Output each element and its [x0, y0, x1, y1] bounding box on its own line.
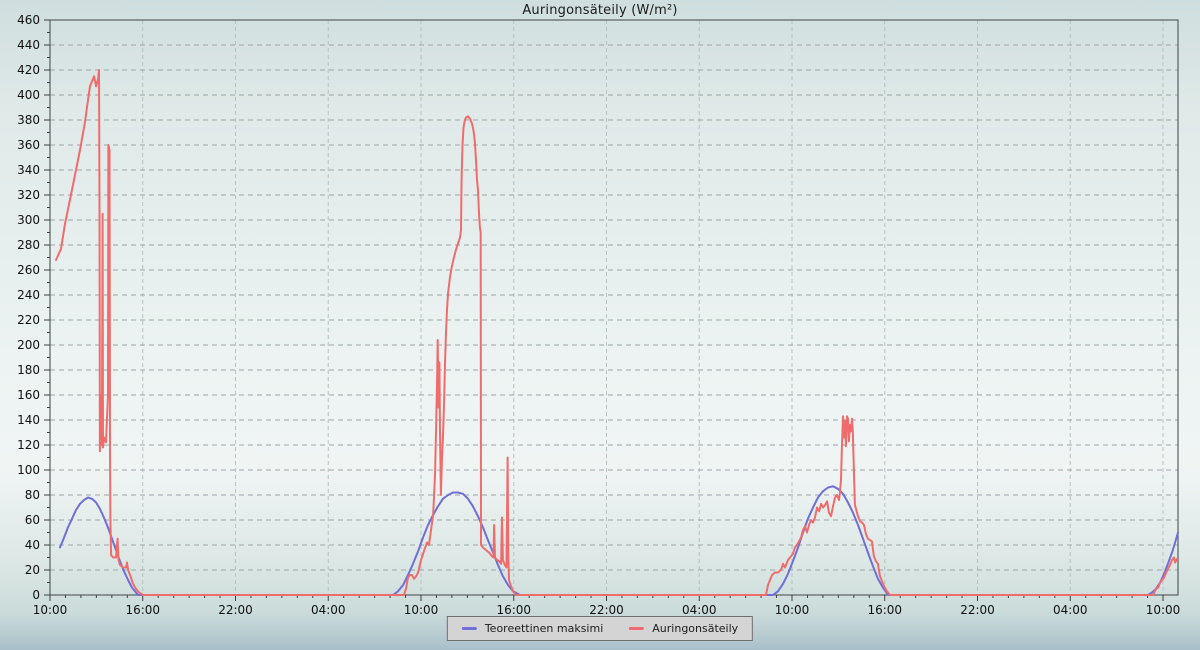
svg-text:04:00: 04:00	[1053, 603, 1088, 617]
svg-text:40: 40	[25, 538, 40, 552]
svg-text:200: 200	[17, 338, 40, 352]
svg-text:120: 120	[17, 438, 40, 452]
legend-label-auringonsateily: Auringonsäteily	[652, 622, 739, 635]
legend-item-teoreettinen-maksimi: Teoreettinen maksimi	[461, 622, 604, 635]
svg-text:10:00: 10:00	[404, 603, 439, 617]
x-axis-labels: 10:00 16:00 22:00 04:00 10:00 16:00 22:00 04:00…	[33, 603, 1181, 617]
legend-item-auringonsateily: Auringonsäteily	[629, 622, 738, 635]
svg-text:360: 360	[17, 138, 40, 152]
svg-text:300: 300	[17, 213, 40, 227]
svg-text:22:00: 22:00	[218, 603, 253, 617]
svg-text:22:00: 22:00	[589, 603, 624, 617]
series-teoreettinen-maksimi-line	[59, 485, 1179, 596]
svg-text:280: 280	[17, 238, 40, 252]
svg-text:80: 80	[25, 488, 40, 502]
svg-text:04:00: 04:00	[682, 603, 717, 617]
svg-text:440: 440	[17, 38, 40, 52]
vertical-gridlines	[142, 20, 1164, 595]
svg-text:10:00: 10:00	[1146, 603, 1181, 617]
svg-text:16:00: 16:00	[867, 603, 902, 617]
svg-text:180: 180	[17, 363, 40, 377]
svg-text:140: 140	[17, 413, 40, 427]
svg-text:460: 460	[17, 13, 40, 27]
series-auringonsateily-line	[55, 69, 1179, 596]
svg-text:60: 60	[25, 513, 40, 527]
chart-legend: Teoreettinen maksimi Auringonsäteily	[446, 616, 754, 641]
legend-label-teoreettinen-maksimi: Teoreettinen maksimi	[484, 622, 604, 635]
svg-text:160: 160	[17, 388, 40, 402]
svg-text:20: 20	[25, 563, 40, 577]
y-axis-labels: 0 20 40 60 80 100 120 140 160 180 200 220 240 260 280 3…	[17, 13, 40, 602]
legend-marker-red-line	[629, 627, 645, 630]
svg-text:400: 400	[17, 88, 40, 102]
svg-text:100: 100	[17, 463, 40, 477]
plot-frame	[49, 19, 1179, 596]
chart-title: Auringonsäteily (W/m²)	[522, 3, 678, 18]
svg-text:320: 320	[17, 188, 40, 202]
legend-marker-blue-line	[461, 627, 477, 630]
svg-text:04:00: 04:00	[311, 603, 346, 617]
axis-ticks	[44, 19, 1164, 601]
svg-text:16:00: 16:00	[125, 603, 160, 617]
svg-text:0: 0	[32, 588, 40, 602]
svg-text:260: 260	[17, 263, 40, 277]
svg-text:10:00: 10:00	[33, 603, 68, 617]
svg-text:220: 220	[17, 313, 40, 327]
svg-text:22:00: 22:00	[960, 603, 995, 617]
svg-text:420: 420	[17, 63, 40, 77]
svg-text:16:00: 16:00	[496, 603, 531, 617]
horizontal-gridlines	[50, 44, 1178, 571]
svg-text:240: 240	[17, 288, 40, 302]
svg-text:380: 380	[17, 113, 40, 127]
svg-text:10:00: 10:00	[775, 603, 810, 617]
svg-text:340: 340	[17, 163, 40, 177]
